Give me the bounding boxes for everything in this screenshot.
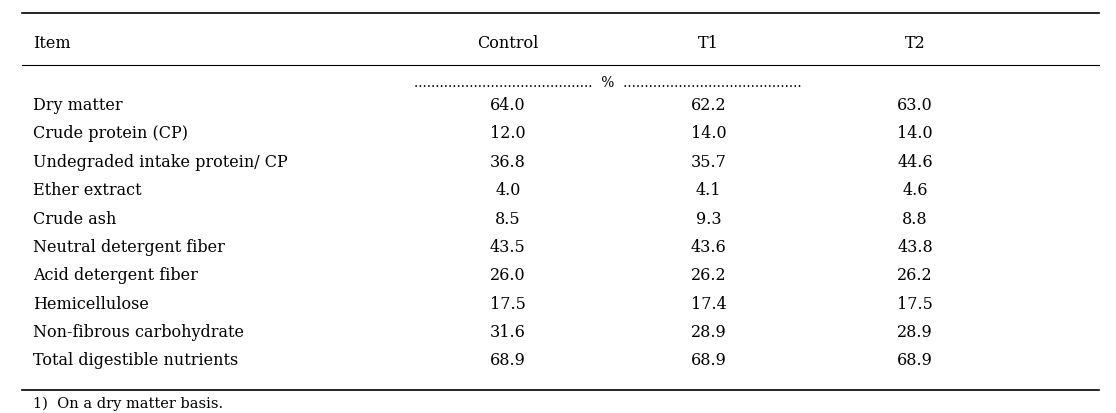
Text: 17.5: 17.5 <box>490 295 526 312</box>
Text: 35.7: 35.7 <box>691 153 727 171</box>
Text: 28.9: 28.9 <box>897 323 933 340</box>
Text: 9.3: 9.3 <box>696 210 721 227</box>
Text: 8.8: 8.8 <box>903 210 927 227</box>
Text: 31.6: 31.6 <box>490 323 526 340</box>
Text: 43.6: 43.6 <box>691 238 727 255</box>
Text: 64.0: 64.0 <box>490 97 526 114</box>
Text: 36.8: 36.8 <box>490 153 526 171</box>
Text: 26.2: 26.2 <box>691 266 727 284</box>
Text: 28.9: 28.9 <box>691 323 727 340</box>
Text: Crude ash: Crude ash <box>33 210 117 227</box>
Text: 12.0: 12.0 <box>490 125 526 142</box>
Text: 4.0: 4.0 <box>496 182 520 199</box>
Text: Control: Control <box>478 35 538 52</box>
Text: Crude protein (CP): Crude protein (CP) <box>33 125 189 142</box>
Text: 68.9: 68.9 <box>691 351 727 368</box>
Text: T1: T1 <box>699 35 719 52</box>
Text: 44.6: 44.6 <box>897 153 933 171</box>
Text: 43.5: 43.5 <box>490 238 526 255</box>
Text: 68.9: 68.9 <box>490 351 526 368</box>
Text: ..........................................  %  .................................: ........................................… <box>414 76 802 90</box>
Text: Hemicellulose: Hemicellulose <box>33 295 150 312</box>
Text: 14.0: 14.0 <box>691 125 727 142</box>
Text: 43.8: 43.8 <box>897 238 933 255</box>
Text: Non-fibrous carbohydrate: Non-fibrous carbohydrate <box>33 323 244 340</box>
Text: 17.5: 17.5 <box>897 295 933 312</box>
Text: 8.5: 8.5 <box>496 210 520 227</box>
Text: 26.0: 26.0 <box>490 266 526 284</box>
Text: 1)  On a dry matter basis.: 1) On a dry matter basis. <box>33 396 223 410</box>
Text: Ether extract: Ether extract <box>33 182 142 199</box>
Text: Undegraded intake protein/ CP: Undegraded intake protein/ CP <box>33 153 288 171</box>
Text: Dry matter: Dry matter <box>33 97 123 114</box>
Text: 17.4: 17.4 <box>691 295 727 312</box>
Text: Total digestible nutrients: Total digestible nutrients <box>33 351 239 368</box>
Text: 14.0: 14.0 <box>897 125 933 142</box>
Text: Acid detergent fiber: Acid detergent fiber <box>33 266 199 284</box>
Text: 4.1: 4.1 <box>696 182 721 199</box>
Text: T2: T2 <box>905 35 925 52</box>
Text: 4.6: 4.6 <box>903 182 927 199</box>
Text: 62.2: 62.2 <box>691 97 727 114</box>
Text: Neutral detergent fiber: Neutral detergent fiber <box>33 238 225 255</box>
Text: 68.9: 68.9 <box>897 351 933 368</box>
Text: Item: Item <box>33 35 71 52</box>
Text: 63.0: 63.0 <box>897 97 933 114</box>
Text: 26.2: 26.2 <box>897 266 933 284</box>
